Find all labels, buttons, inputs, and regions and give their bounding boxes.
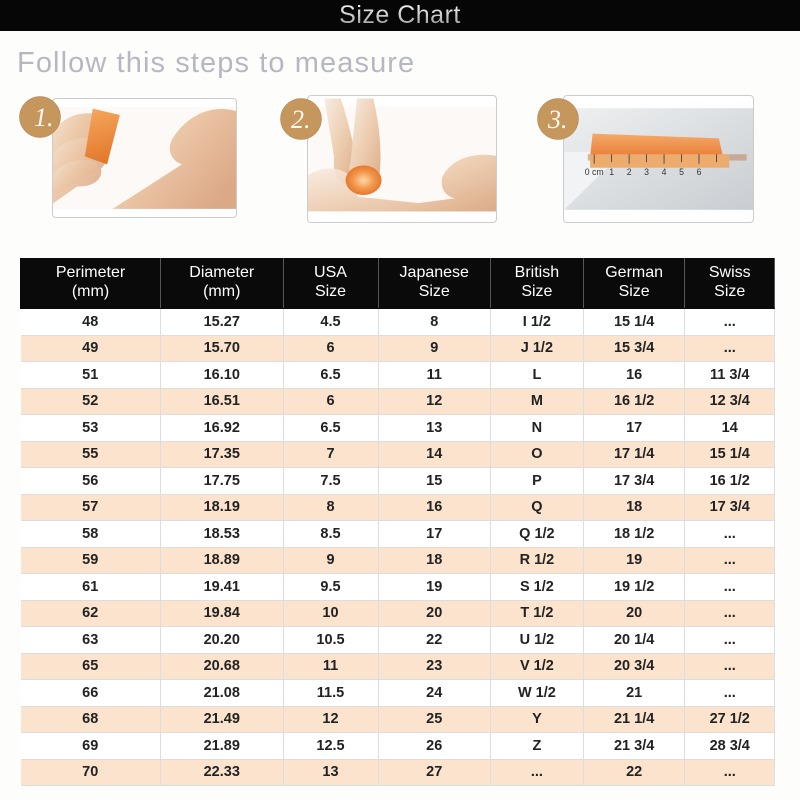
svg-text:1: 1 xyxy=(609,167,614,177)
svg-text:6: 6 xyxy=(697,167,702,177)
svg-text:5: 5 xyxy=(679,167,684,177)
svg-text:3: 3 xyxy=(644,167,649,177)
svg-text:2: 2 xyxy=(627,167,632,177)
svg-text:0 cm: 0 cm xyxy=(585,167,604,177)
svg-text:4: 4 xyxy=(662,167,667,177)
svg-text:2.: 2. xyxy=(291,105,311,134)
svg-text:3.: 3. xyxy=(547,105,568,134)
svg-text:1.: 1. xyxy=(34,103,54,132)
